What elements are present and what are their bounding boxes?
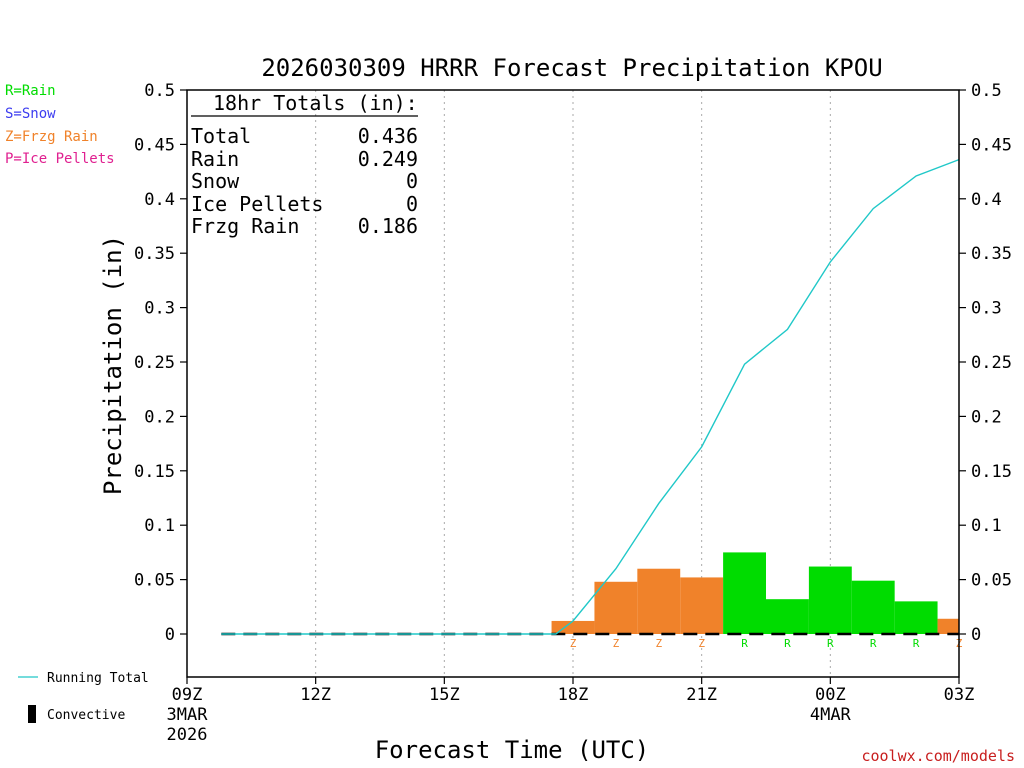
- y-tick-label-left-0.15: 0.15: [134, 462, 175, 482]
- bar-13: [723, 552, 766, 634]
- x-tick-label-00Z: 00Z: [815, 685, 846, 705]
- x-tick-label-21Z: 21Z: [686, 685, 717, 705]
- x-tick-date-00Z: 4MAR: [810, 705, 852, 725]
- y-tick-label-left-0.3: 0.3: [144, 299, 175, 319]
- bar-17: [894, 601, 938, 634]
- y-tick-label-left-0: 0: [165, 625, 175, 645]
- y-axis-left: 0 0.05 0.1 0.15 0.2 0.25 0.3 0.35 0.4 0.45 0.5: [134, 81, 187, 645]
- running-total-series: [221, 158, 960, 635]
- bar-12: [680, 577, 724, 634]
- totals-label-ice-pellets: Ice Pellets: [191, 192, 323, 216]
- legend-ice-pellets: P=Ice Pellets: [5, 151, 115, 167]
- type-marker-15: R: [827, 637, 834, 650]
- convective-legend-label: Convective: [47, 708, 125, 723]
- y-axis-right: 0 0.05 0.1 0.15 0.2 0.25 0.3 0.35 0.4 0.45 0.5: [959, 81, 1012, 645]
- bar-16: [851, 580, 895, 634]
- y-tick-label-left-0.05: 0.05: [134, 571, 175, 591]
- y-tick-label-left-0.1: 0.1: [144, 516, 175, 536]
- x-tick-date-09Z: 3MAR: [167, 705, 209, 725]
- totals-value-frzg-rain: 0.186: [358, 214, 418, 238]
- type-marker-10: Z: [613, 637, 620, 650]
- y-tick-label-right-0.15: 0.15: [971, 462, 1012, 482]
- running-total-legend-label: Running Total: [47, 671, 149, 686]
- y-tick-label-left-0.45: 0.45: [134, 135, 175, 155]
- totals-value-snow: 0: [406, 169, 418, 193]
- grid-lines: [315, 90, 831, 677]
- y-tick-label-right-0.05: 0.05: [971, 571, 1012, 591]
- legend-snow: S=Snow: [5, 106, 56, 122]
- totals-label-rain: Rain: [191, 147, 239, 171]
- totals-label-snow: Snow: [191, 169, 240, 193]
- legend-rain: R=Rain: [5, 83, 56, 99]
- type-marker-14: R: [784, 637, 791, 650]
- y-tick-label-right-0.4: 0.4: [971, 190, 1002, 210]
- series-legend: Running Total Convective: [18, 671, 149, 723]
- x-tick-label-12Z: 12Z: [300, 685, 331, 705]
- y-tick-label-left-0.4: 0.4: [144, 190, 175, 210]
- precip-bars: [551, 552, 959, 634]
- totals-box: 18hr Totals (in): Total 0.436 Rain 0.249…: [191, 91, 418, 238]
- x-axis-label: Forecast Time (UTC): [375, 736, 650, 764]
- bar-11: [637, 568, 681, 634]
- chart-title: 2026030309 HRRR Forecast Precipitation K…: [261, 54, 882, 82]
- bar-10: [594, 581, 638, 634]
- bar-15: [808, 566, 852, 634]
- type-marker-11: Z: [655, 637, 662, 650]
- totals-value-rain: 0.249: [358, 147, 418, 171]
- totals-heading: 18hr Totals (in):: [213, 91, 418, 115]
- y-tick-label-right-0.25: 0.25: [971, 353, 1012, 373]
- y-tick-label-right-0.1: 0.1: [971, 516, 1002, 536]
- credit-text: coolwx.com/models: [861, 747, 1015, 765]
- totals-value-ice-pellets: 0: [406, 192, 418, 216]
- running-total-line: [221, 158, 960, 635]
- y-tick-label-right-0.2: 0.2: [971, 407, 1002, 427]
- type-marker-12: Z: [698, 637, 705, 650]
- x-tick-year-09Z: 2026: [167, 725, 208, 745]
- x-tick-label-18Z: 18Z: [558, 685, 589, 705]
- y-tick-label-left-0.35: 0.35: [134, 244, 175, 264]
- x-tick-label-15Z: 15Z: [429, 685, 460, 705]
- bar-14: [766, 599, 809, 634]
- y-axis-label: Precipitation (in): [99, 235, 127, 495]
- y-tick-label-right-0: 0: [971, 625, 981, 645]
- totals-label-total: Total: [191, 124, 251, 148]
- y-tick-label-right-0.35: 0.35: [971, 244, 1012, 264]
- type-marker-17: R: [913, 637, 920, 650]
- x-tick-label-03Z: 03Z: [944, 685, 975, 705]
- totals-label-frzg-rain: Frzg Rain: [191, 214, 299, 238]
- y-tick-label-right-0.45: 0.45: [971, 135, 1012, 155]
- bar-9: [551, 620, 595, 634]
- y-tick-label-left-0.2: 0.2: [144, 407, 175, 427]
- legend-frzg-rain: Z=Frzg Rain: [5, 129, 98, 145]
- x-tick-label-09Z: 09Z: [172, 685, 203, 705]
- y-tick-label-right-0.5: 0.5: [971, 81, 1002, 101]
- convective-swatch: [28, 705, 36, 723]
- precip-type-legend: R=Rain S=Snow Z=Frzg Rain P=Ice Pellets: [5, 83, 115, 167]
- bar-18: [937, 618, 959, 634]
- y-tick-label-right-0.3: 0.3: [971, 299, 1002, 319]
- type-marker-16: R: [870, 637, 877, 650]
- type-marker-9: Z: [570, 637, 577, 650]
- totals-value-total: 0.436: [358, 124, 418, 148]
- y-tick-label-left-0.5: 0.5: [144, 81, 175, 101]
- y-tick-label-left-0.25: 0.25: [134, 353, 175, 373]
- type-marker-13: R: [741, 637, 748, 650]
